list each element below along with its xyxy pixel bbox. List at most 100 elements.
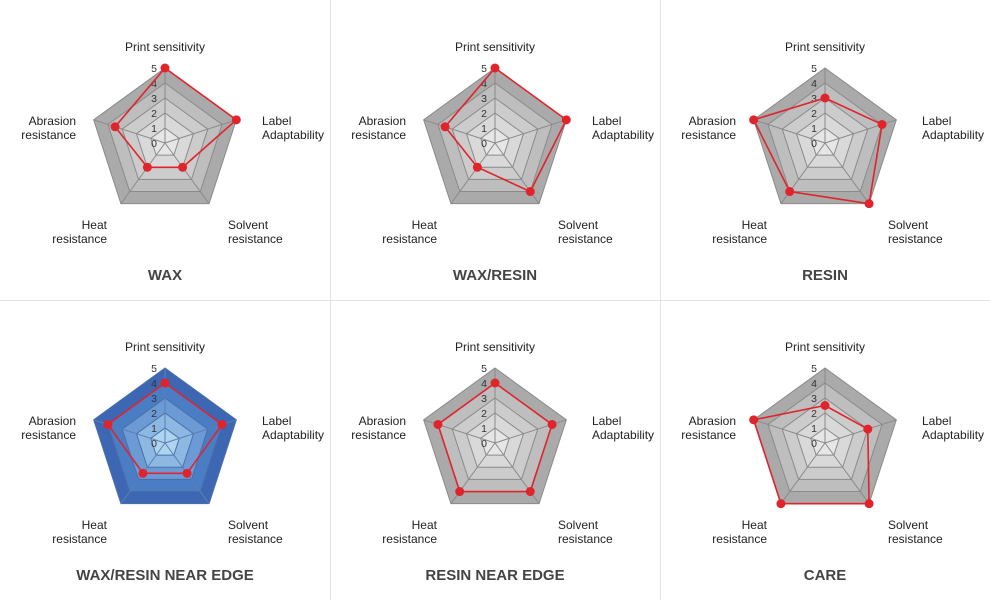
radar-tick-label: 5 <box>811 63 817 75</box>
radar-tick-label: 5 <box>811 363 817 375</box>
radar-data-point <box>142 162 152 172</box>
radar-data-point <box>561 115 571 125</box>
radar-data-point <box>749 115 759 125</box>
radar-data-point <box>103 419 113 429</box>
radar-axis-label: Print sensitivity <box>125 340 205 354</box>
radar-data-point <box>547 419 557 429</box>
radar-axis-label: Solvent resistance <box>228 518 283 546</box>
radar-spoke <box>824 419 897 444</box>
radar-chart-title: RESIN NEAR EDGE <box>425 567 564 584</box>
radar-tick-label: 2 <box>481 108 487 120</box>
radar-axis-label: Print sensitivity <box>785 340 865 354</box>
radar-data-point <box>864 199 874 209</box>
radar-tick-label: 5 <box>481 363 487 375</box>
radar-data-point <box>877 119 887 129</box>
radar-axis-label: Label Adaptability <box>262 114 324 142</box>
radar-tick-label: 2 <box>151 108 157 120</box>
radar-series-line <box>444 66 568 193</box>
radar-tick-label: 0 <box>151 438 157 450</box>
radar-chart-title: RESIN <box>802 267 848 284</box>
radar-series-line <box>114 66 238 169</box>
radar-axis-label: Abrasion resistance <box>681 414 736 442</box>
radar-data-point <box>455 487 465 497</box>
radar-chart-title: WAX/RESIN NEAR EDGE <box>76 567 254 584</box>
radar-spoke <box>93 119 166 144</box>
radar-tick-label: 3 <box>811 93 817 105</box>
radar-axis-label: Heat resistance <box>712 518 767 546</box>
radar-data-point <box>160 378 170 388</box>
radar-tick-label: 3 <box>151 393 157 405</box>
radar-tick-label: 0 <box>151 138 157 150</box>
radar-series-line <box>752 404 870 505</box>
radar-spoke <box>753 419 826 444</box>
radar-chart-title: CARE <box>804 567 847 584</box>
radar-data-point <box>776 499 786 509</box>
radar-tick-label: 2 <box>481 408 487 420</box>
radar-tick-label: 5 <box>481 63 487 75</box>
radar-axis-label: Abrasion resistance <box>351 414 406 442</box>
radar-chart-panel: 0 1 2 3 4 5 Print sensitivity Label Adaptability… <box>660 0 990 300</box>
radar-chart-svg: 0 1 2 3 4 5 Print sensitivity Label Adaptability… <box>681 40 984 284</box>
radar-axis-label: Label Adaptability <box>262 414 324 442</box>
radar-data-point <box>525 187 535 197</box>
radar-data-point <box>440 122 450 132</box>
radar-chart-panel: 0 1 2 3 4 5 Print sensitivity Label Adaptability… <box>330 300 660 600</box>
radar-data-point <box>749 415 759 425</box>
radar-spoke <box>164 142 210 204</box>
radar-chart-svg: 0 1 2 3 4 5 Print sensitivity Label Adaptability… <box>681 340 984 584</box>
radar-data-point <box>138 468 148 478</box>
radar-axis-label: Print sensitivity <box>125 40 205 54</box>
radar-spoke <box>120 142 166 204</box>
radar-axis-label: Solvent resistance <box>558 518 613 546</box>
radar-data-point <box>785 187 795 197</box>
radar-axis-label: Abrasion resistance <box>21 114 76 142</box>
radar-spoke <box>753 119 826 144</box>
radar-tick-label: 2 <box>151 408 157 420</box>
radar-data-point <box>820 93 830 103</box>
radar-axis-label: Solvent resistance <box>228 218 283 246</box>
radar-tick-label: 0 <box>811 438 817 450</box>
radar-axis-label: Label Adaptability <box>592 414 654 442</box>
radar-data-point <box>160 63 170 73</box>
radar-data-point <box>864 499 874 509</box>
radar-spoke <box>824 142 870 204</box>
row-divider <box>0 300 990 301</box>
radar-axis-label: Heat resistance <box>712 218 767 246</box>
radar-axis-label: Print sensitivity <box>455 40 535 54</box>
radar-chart-svg: 0 1 2 3 4 5 Print sensitivity Label Adaptability… <box>21 40 324 284</box>
radar-axis-label: Abrasion resistance <box>21 414 76 442</box>
radar-tick-label: 1 <box>151 123 157 135</box>
radar-tick-label: 0 <box>481 438 487 450</box>
radar-tick-label: 2 <box>811 108 817 120</box>
radar-tick-label: 0 <box>481 138 487 150</box>
radar-tick-label: 2 <box>811 408 817 420</box>
radar-tick-label: 1 <box>481 423 487 435</box>
radar-chart-panel: 0 1 2 3 4 5 Print sensitivity Label Adaptability… <box>330 0 660 300</box>
radar-chart-panel: 0 1 2 3 4 5 Print sensitivity Label Adaptability… <box>0 0 330 300</box>
radar-tick-label: 3 <box>811 393 817 405</box>
radar-axis-label: Solvent resistance <box>888 518 943 546</box>
radar-data-point <box>110 122 120 132</box>
radar-spoke <box>494 119 567 144</box>
radar-tick-label: 4 <box>151 78 157 90</box>
radar-data-point <box>472 162 482 172</box>
radar-axis-label: Heat resistance <box>382 518 437 546</box>
radar-series-line <box>106 382 224 475</box>
radar-tick-label: 1 <box>811 423 817 435</box>
radar-chart-title: WAX/RESIN <box>453 267 537 284</box>
radar-spoke <box>450 142 496 204</box>
radar-axis-label: Heat resistance <box>52 218 107 246</box>
radar-tick-label: 4 <box>811 378 817 390</box>
radar-axis-label: Label Adaptability <box>922 114 984 142</box>
radar-data-point <box>490 378 500 388</box>
radar-data-point <box>433 419 443 429</box>
radar-chart-title: WAX <box>148 267 182 284</box>
radar-tick-label: 5 <box>151 63 157 75</box>
radar-spoke <box>824 442 870 504</box>
radar-data-point <box>525 487 535 497</box>
radar-axis-label: Abrasion resistance <box>351 114 406 142</box>
radar-data-point <box>231 115 241 125</box>
radar-tick-label: 4 <box>811 78 817 90</box>
radar-tick-label: 0 <box>811 138 817 150</box>
